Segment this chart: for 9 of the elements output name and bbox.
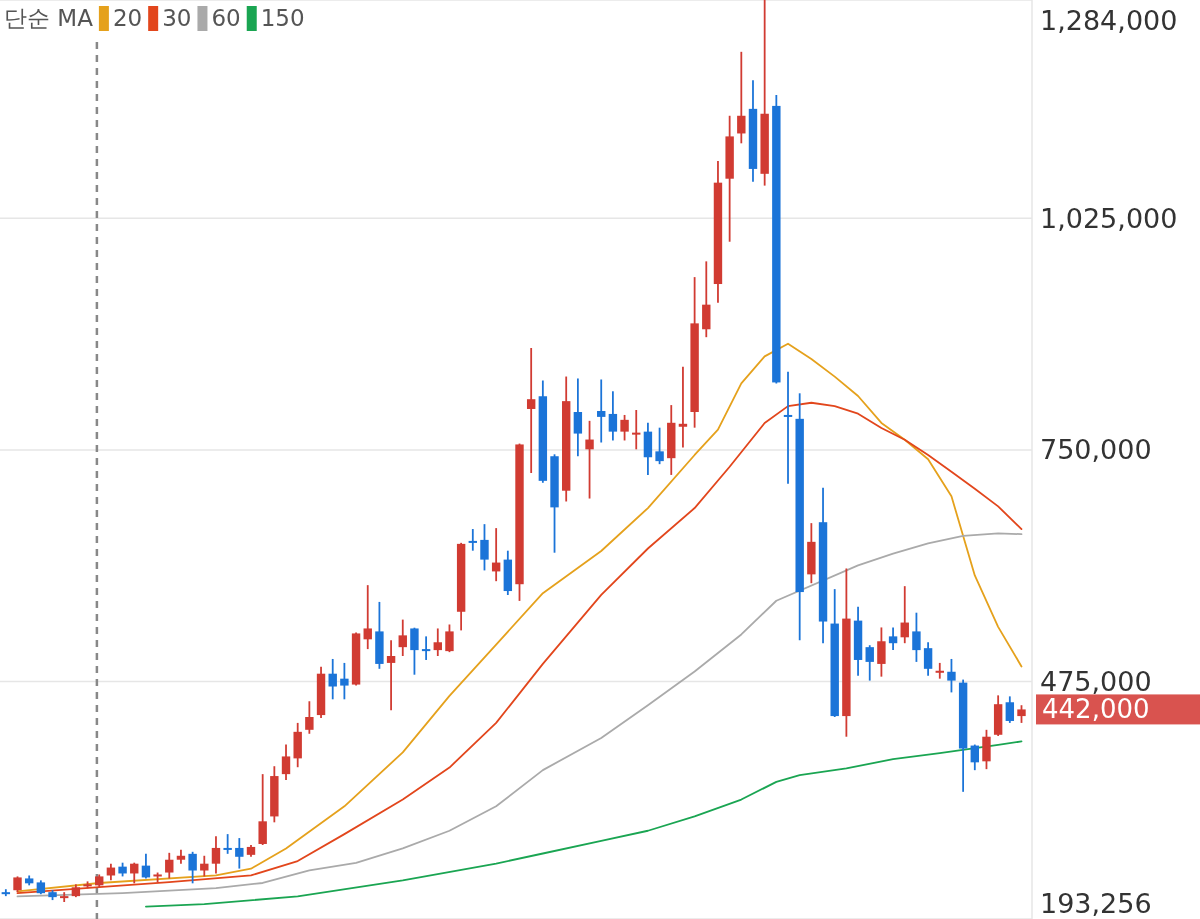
y-tick-label: 750,000 bbox=[1040, 434, 1152, 466]
y-tick-label: 193,256 bbox=[1040, 887, 1152, 919]
y-tick-label: 1,284,000 bbox=[1040, 4, 1178, 36]
legend-label: 30 bbox=[162, 5, 192, 31]
y-tick-label: 1,025,000 bbox=[1040, 202, 1178, 234]
legend-title: 단순 MA bbox=[4, 5, 94, 31]
legend-label: 20 bbox=[112, 5, 143, 31]
legend-label: 150 bbox=[260, 5, 305, 31]
legend-label: 60 bbox=[211, 5, 241, 31]
